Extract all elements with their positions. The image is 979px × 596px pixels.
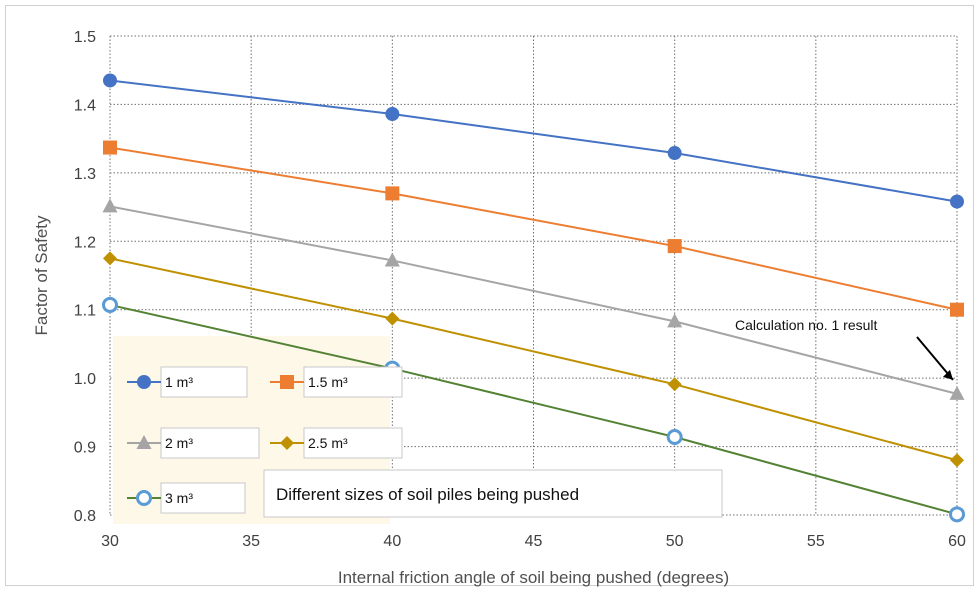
series-3 xyxy=(102,198,965,400)
data-point xyxy=(667,146,682,161)
y-tick-label: 1.1 xyxy=(74,303,96,320)
data-point xyxy=(667,377,682,392)
series-line xyxy=(109,303,958,516)
data-point xyxy=(949,385,965,400)
y-tick-label: 1.0 xyxy=(74,371,96,388)
data-point xyxy=(385,107,400,122)
legend-box xyxy=(160,482,246,514)
series-4 xyxy=(103,251,964,468)
series-1 xyxy=(103,73,964,209)
y-tick-label: 1.4 xyxy=(74,97,96,114)
series-line xyxy=(109,205,958,395)
legend-label: 2.5 m³ xyxy=(308,435,348,451)
annotation-layer: Different sizes of soil piles being push… xyxy=(263,317,954,518)
data-point xyxy=(102,296,118,313)
y-tick-label: 0.9 xyxy=(74,440,96,457)
legend-label: 2 m³ xyxy=(165,435,193,451)
axes-layer: 0.8 0.9 1.0 1.1 1.2 1.3 1.4 1.5 30 35 40 45 50 55 60 In… xyxy=(32,29,966,587)
y-tick-label: 1.3 xyxy=(74,166,96,183)
data-point xyxy=(103,140,117,155)
data-point xyxy=(385,186,400,201)
legend-box xyxy=(160,427,260,459)
legend-box xyxy=(303,427,403,459)
y-axis-title: Factor of Safety xyxy=(32,215,51,335)
x-tick-label: 60 xyxy=(948,533,966,550)
y-tick-label: 1.5 xyxy=(74,29,96,46)
legend-box xyxy=(303,366,403,398)
data-point xyxy=(667,313,683,328)
series-line xyxy=(109,79,958,203)
y-tick-label: 1.2 xyxy=(74,234,96,251)
data-point xyxy=(280,375,294,389)
annotation-group: Calculation no. 1 result xyxy=(735,317,954,381)
data-point xyxy=(103,73,117,88)
data-point xyxy=(384,252,400,267)
x-axis-title: Internal friction angle of soil being pu… xyxy=(338,568,729,587)
caption-box-group: Different sizes of soil piles being push… xyxy=(263,469,723,518)
legend-item-4: 2.5 m³ xyxy=(270,427,403,459)
legend-item-1: 1 m³ xyxy=(127,366,248,398)
data-point xyxy=(667,239,682,254)
x-tick-label: 30 xyxy=(101,533,119,550)
caption-text: Different sizes of soil piles being push… xyxy=(276,485,579,504)
annotation-text: Calculation no. 1 result xyxy=(735,317,878,333)
data-point xyxy=(385,311,400,326)
series-line xyxy=(109,146,958,311)
annotation-arrow-line xyxy=(916,336,954,381)
data-point xyxy=(280,436,294,450)
x-tick-label: 55 xyxy=(807,533,825,550)
series-line xyxy=(109,257,958,462)
x-tick-label: 35 xyxy=(242,533,260,550)
legend-item-5: 3 m³ xyxy=(127,482,246,514)
caption-box xyxy=(263,469,723,518)
legend-label: 1 m³ xyxy=(165,374,193,390)
data-point xyxy=(950,194,964,209)
data-point xyxy=(949,506,965,523)
data-point xyxy=(137,375,151,389)
chart-border xyxy=(5,5,974,586)
y-tick-label: 0.8 xyxy=(74,508,96,525)
annotation-arrowhead xyxy=(943,369,953,380)
legend-layer: 1 m³ 1.5 m³ 2 m³ 2.5 m³ 3 m³ xyxy=(127,366,403,514)
legend-label: 1.5 m³ xyxy=(308,374,348,390)
data-point xyxy=(103,251,117,266)
legend-item-2: 1.5 m³ xyxy=(270,366,403,398)
x-tick-label: 50 xyxy=(666,533,684,550)
series-layer xyxy=(102,73,965,523)
data-point xyxy=(136,490,152,506)
legend-item-3: 2 m³ xyxy=(127,427,260,459)
legend-label: 3 m³ xyxy=(165,490,193,506)
data-point xyxy=(950,453,964,468)
data-point xyxy=(666,428,683,445)
x-tick-label: 45 xyxy=(525,533,543,550)
data-point xyxy=(136,435,152,449)
data-point xyxy=(950,302,964,317)
x-tick-label: 40 xyxy=(383,533,401,550)
series-2 xyxy=(103,140,964,317)
legend-box xyxy=(160,366,248,398)
data-point xyxy=(102,198,118,213)
